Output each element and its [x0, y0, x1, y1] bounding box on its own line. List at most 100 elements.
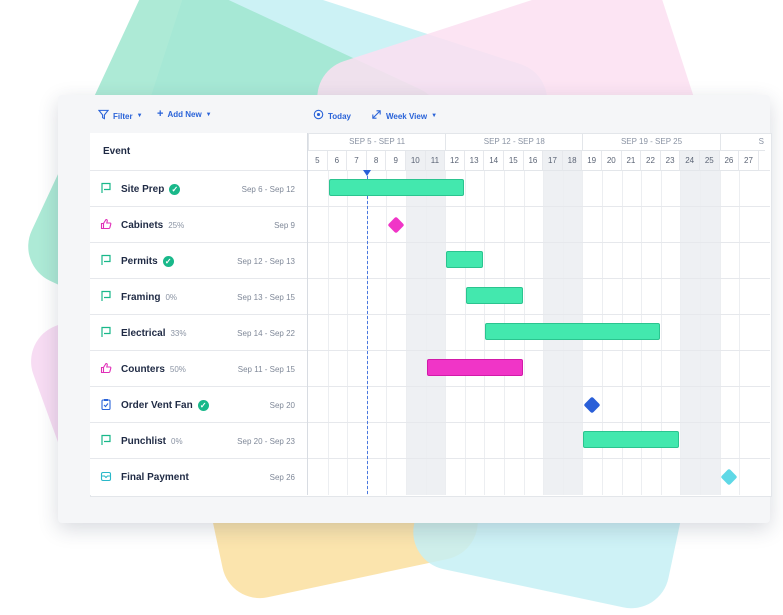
grid-row-line	[308, 350, 770, 351]
grid-column-line	[425, 171, 427, 495]
event-progress: 0%	[171, 436, 183, 446]
grid-column-line	[386, 171, 388, 495]
event-title: Counters	[121, 363, 165, 375]
target-icon	[313, 109, 324, 123]
day-header: 6	[327, 151, 348, 171]
today-label: Today	[328, 111, 351, 121]
task-bar[interactable]	[328, 179, 464, 196]
event-title: Permits	[121, 255, 158, 267]
day-header: 20	[602, 151, 622, 171]
event-name: Cabinets 25%	[121, 220, 184, 231]
event-dates: Sep 11 - Sep 15	[237, 364, 295, 374]
day-header: 23	[660, 151, 681, 171]
event-dates: Sep 9	[274, 220, 295, 230]
filter-button[interactable]: Filter ▼	[97, 109, 143, 123]
day-header: 7	[347, 151, 367, 171]
day-header: 24	[680, 151, 700, 171]
event-title: Cabinets	[121, 219, 164, 231]
task-bar[interactable]	[426, 359, 523, 376]
day-header: 9	[386, 151, 406, 171]
event-dates: Sep 14 - Sep 22	[237, 328, 295, 338]
event-title: Punchlist	[121, 435, 167, 447]
event-row[interactable]: Site Prep ✓ Sep 6 - Sep 12	[90, 170, 307, 207]
weekend-shade	[680, 171, 720, 495]
day-header: 26	[719, 151, 740, 171]
day-header: 14	[484, 151, 504, 171]
grid-column-line	[464, 171, 466, 495]
check-circle-icon: ✓	[197, 399, 209, 411]
day-header: 17	[543, 151, 563, 171]
today-button[interactable]: Today	[313, 109, 351, 123]
task-bar[interactable]	[583, 431, 680, 448]
grid-column-line	[739, 171, 741, 495]
event-dates: Sep 12 - Sep 13	[237, 256, 295, 266]
day-header: 8	[366, 151, 387, 171]
event-row[interactable]: Punchlist 0% Sep 20 - Sep 23	[90, 422, 307, 459]
grid-row-line	[308, 314, 770, 315]
flag-icon	[100, 326, 112, 341]
day-header: 13	[464, 151, 485, 171]
event-row[interactable]: Electrical 33% Sep 14 - Sep 22	[90, 314, 307, 351]
event-name: Electrical 33%	[121, 328, 187, 339]
filter-icon	[97, 109, 110, 123]
today-line	[367, 176, 368, 494]
week-view-dropdown[interactable]: Week View ▼	[371, 109, 437, 123]
day-header: 11	[425, 151, 446, 171]
add-new-button[interactable]: + Add New ▼	[157, 109, 212, 120]
event-title: Site Prep	[121, 183, 165, 195]
event-dates: Sep 20 - Sep 23	[237, 436, 295, 446]
day-header: 21	[621, 151, 642, 171]
check-circle-icon: ✓	[169, 183, 181, 195]
grid-row-line	[308, 242, 770, 243]
chevron-down-icon: ▼	[136, 113, 143, 119]
event-progress: 25%	[168, 220, 185, 230]
task-bar[interactable]	[465, 287, 523, 304]
grid-column-line	[484, 171, 486, 495]
payment-icon	[100, 470, 112, 485]
day-header: 22	[641, 151, 661, 171]
day-header: 10	[406, 151, 426, 171]
week-header: SEP 12 - SEP 18	[445, 133, 583, 151]
chevron-down-icon: ▼	[431, 113, 438, 119]
task-bar[interactable]	[485, 323, 660, 340]
event-progress: 50%	[169, 364, 186, 374]
flag-icon	[100, 290, 112, 305]
event-name: Final Payment	[121, 472, 189, 483]
event-dates: Sep 20	[269, 400, 295, 410]
clipboard-icon	[100, 398, 112, 413]
day-header: 27	[739, 151, 759, 171]
event-row[interactable]: Permits ✓ Sep 12 - Sep 13	[90, 242, 307, 279]
week-header: SEP 19 - SEP 25	[582, 133, 720, 151]
week-header: SEP 5 - SEP 11	[308, 133, 446, 151]
event-progress: 33%	[170, 328, 187, 338]
event-row[interactable]: Order Vent Fan ✓ Sep 20	[90, 386, 307, 423]
event-row[interactable]: Final Payment Sep 26	[90, 458, 307, 495]
event-name: Site Prep ✓	[121, 183, 181, 195]
plus-icon: +	[157, 108, 164, 120]
event-progress: 0%	[165, 292, 178, 302]
grid-row-line	[308, 422, 770, 423]
grid-column-line	[445, 171, 447, 495]
grid-row-line	[308, 278, 770, 279]
week-view-label: Week View	[386, 111, 428, 121]
grid-column-line	[680, 171, 682, 495]
event-row[interactable]: Framing 0% Sep 13 - Sep 15	[90, 278, 307, 315]
grid-row-line	[308, 206, 770, 207]
grid-row-line	[308, 386, 770, 387]
week-header: S	[719, 133, 765, 151]
task-bar[interactable]	[446, 251, 484, 268]
day-header: 18	[562, 151, 583, 171]
day-header: 16	[523, 151, 544, 171]
event-name: Permits ✓	[121, 255, 174, 267]
event-row[interactable]: Cabinets 25% Sep 9	[90, 206, 307, 243]
grid-column-line	[347, 171, 349, 495]
expand-icon	[371, 109, 382, 123]
event-row[interactable]: Counters 50% Sep 11 - Sep 15	[90, 350, 307, 387]
add-new-label: Add New	[167, 110, 202, 119]
grid-column-line	[719, 171, 721, 495]
event-name: Order Vent Fan ✓	[121, 399, 209, 411]
event-title: Electrical	[121, 327, 166, 339]
grid-column-line	[700, 171, 701, 495]
grid-column-line	[327, 171, 329, 495]
event-name: Counters 50%	[121, 364, 186, 375]
